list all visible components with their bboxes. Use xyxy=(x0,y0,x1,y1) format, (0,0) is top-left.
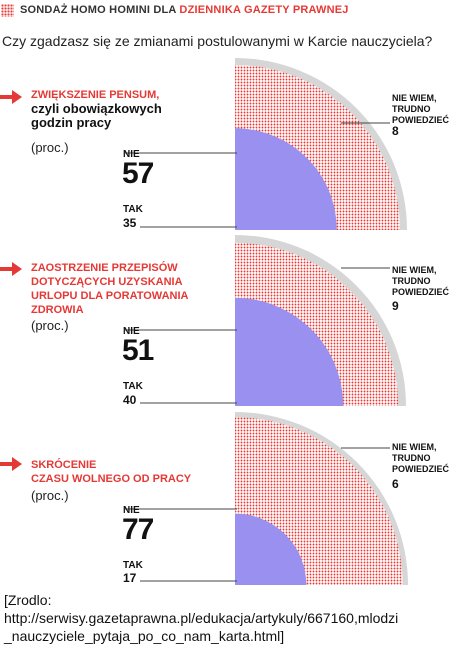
dunno-label-line: NIE WIEM, xyxy=(392,265,437,275)
dunno-label: NIE WIEM, TRUDNO POWIEDZIEĆ xyxy=(392,265,469,298)
dunno-label-line: POWIEDZIEĆ xyxy=(392,464,450,474)
dunno-label: NIE WIEM, TRUDNO POWIEDZIEĆ xyxy=(392,442,469,475)
header-title: SONDAŻ HOMO HOMINI DLA DZIENNIKA GAZETY … xyxy=(20,4,349,16)
tak-value: 35 xyxy=(123,216,137,230)
panel-title-line: czyli obowiązkowych xyxy=(31,101,162,116)
panel-title-red-line: ZDROWIA xyxy=(31,304,84,316)
dunno-label-line: TRUDNO xyxy=(392,276,431,286)
panel-title-red-line: URLOPU DLA PORATOWANIA xyxy=(31,290,189,302)
source-url-line: _nauczyciele_pytaja_po_co_nam_karta.html… xyxy=(4,628,285,644)
dunno-label-line: POWIEDZIEĆ xyxy=(392,115,450,125)
nie-value: 51 xyxy=(122,334,154,367)
dunno-label-line: TRUDNO xyxy=(392,104,431,114)
header-title-part2: DZIENNIKA GAZETY PRAWNEJ xyxy=(179,4,349,16)
panel-title: SKRÓCENIE CZASU WOLNEGO OD PRACY xyxy=(31,458,191,486)
dunno-label-line: NIE WIEM, xyxy=(392,442,437,452)
panel-title-red-line: DOTYCZĄCYCH UZYSKANIA xyxy=(31,276,183,288)
nie-value: 57 xyxy=(122,157,154,190)
header: SONDAŻ HOMO HOMINI DLA DZIENNIKA GAZETY … xyxy=(0,0,469,22)
tak-value: 40 xyxy=(123,393,137,407)
arrow-icon xyxy=(0,262,22,276)
panel-title-line: godzin pracy xyxy=(31,115,112,130)
dunno-label-line: NIE WIEM, xyxy=(392,93,437,103)
survey-question: Czy zgadzasz się ze zmianami postulowany… xyxy=(2,33,433,49)
header-dots-icon xyxy=(1,4,14,17)
header-title-part1: SONDAŻ HOMO HOMINI DLA xyxy=(20,4,177,16)
panel-title-red: ZWIĘKSZENIE PENSUM, xyxy=(31,89,160,101)
dunno-label-line: POWIEDZIEĆ xyxy=(392,287,450,297)
nie-label: NIE xyxy=(123,149,140,160)
unit-label: (proc.) xyxy=(31,318,69,333)
tak-label: TAK xyxy=(123,560,143,571)
tak-label: TAK xyxy=(123,381,143,392)
dunno-label: NIE WIEM, TRUDNO POWIEDZIEĆ xyxy=(392,93,469,126)
unit-label: (proc.) xyxy=(31,140,69,155)
nie-label: NIE xyxy=(123,505,140,516)
arrow-icon xyxy=(0,457,22,471)
dunno-value: 6 xyxy=(392,477,399,491)
source-url-line: http://serwisy.gazetaprawna.pl/edukacja/… xyxy=(4,610,399,626)
panel-title: ZAOSTRZENIE PRZEPISÓW DOTYCZĄCYCH UZYSKA… xyxy=(31,261,188,317)
panel-title: ZWIĘKSZENIE PENSUM, czyli obowiązkowych … xyxy=(31,88,162,130)
nie-value: 77 xyxy=(122,513,154,546)
source-line: [Zrodlo: xyxy=(4,592,52,608)
tak-label: TAK xyxy=(123,204,143,215)
slice-tak xyxy=(235,128,337,230)
panel-title-red-line: CZASU WOLNEGO OD PRACY xyxy=(31,473,192,485)
slice-tak xyxy=(235,297,344,406)
dunno-value: 9 xyxy=(392,299,399,313)
dunno-label-line: TRUDNO xyxy=(392,453,431,463)
panel-title-red-line: ZAOSTRZENIE PRZEPISÓW xyxy=(31,262,178,274)
nie-label: NIE xyxy=(123,326,140,337)
dunno-value: 8 xyxy=(392,124,399,138)
panel-title-red-line: SKRÓCENIE xyxy=(31,459,97,471)
slice-tak xyxy=(235,513,307,585)
arrow-icon xyxy=(0,90,22,104)
tak-value: 17 xyxy=(123,571,137,585)
source-note: [Zrodlo: http://serwisy.gazetaprawna.pl/… xyxy=(4,591,464,645)
unit-label: (proc.) xyxy=(31,488,69,503)
